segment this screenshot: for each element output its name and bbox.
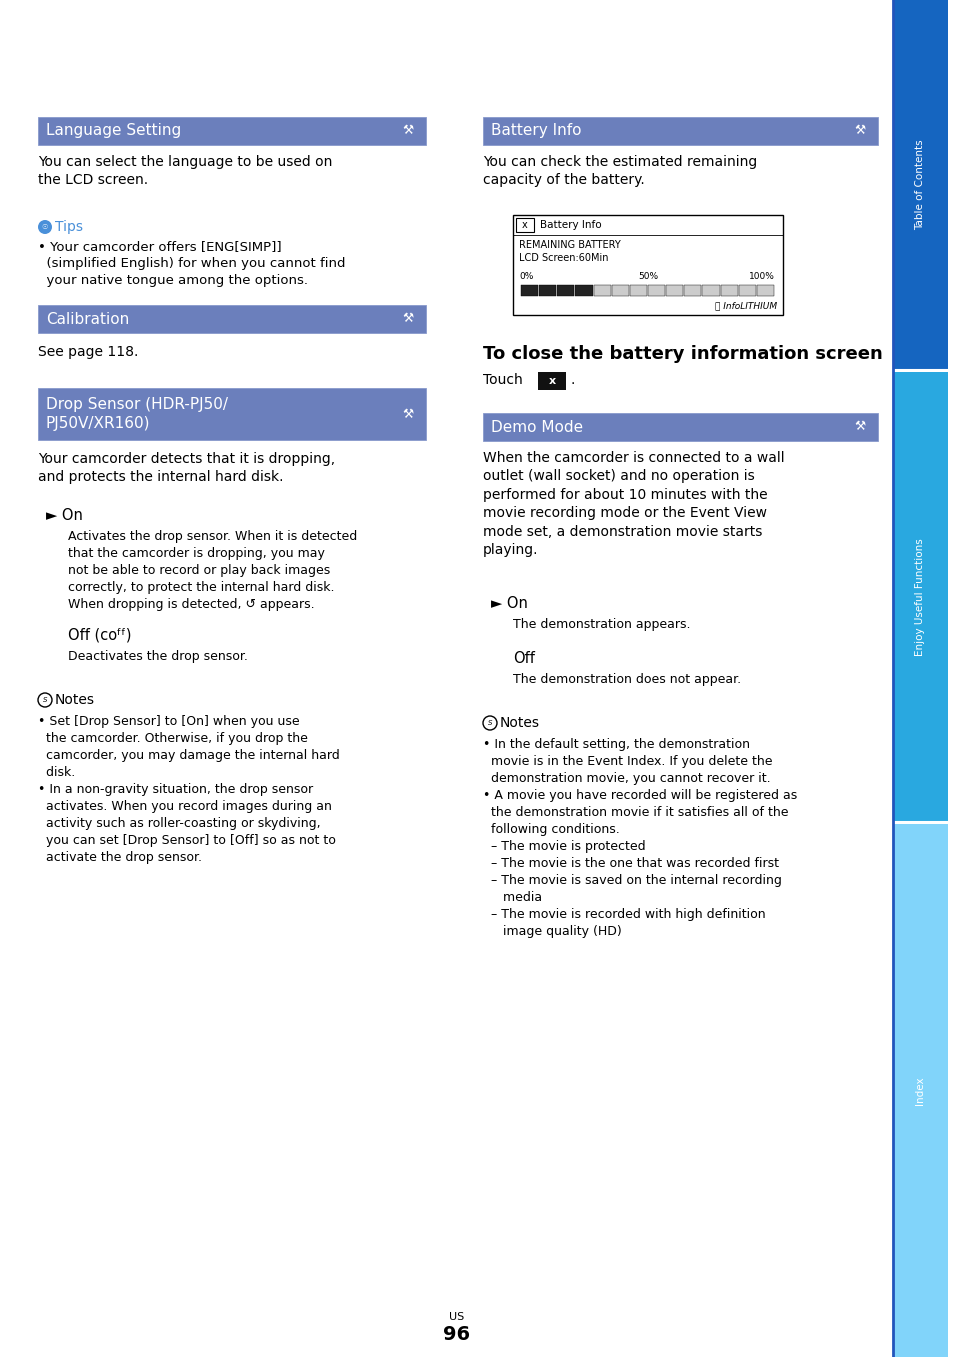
Bar — [647, 285, 664, 296]
Bar — [516, 218, 534, 232]
Text: • In the default setting, the demonstration
  movie is in the Event Index. If yo: • In the default setting, the demonstrat… — [482, 738, 797, 938]
Text: You can select the language to be used on
the LCD screen.: You can select the language to be used o… — [38, 155, 332, 187]
Bar — [520, 285, 537, 296]
Bar — [738, 285, 755, 296]
Text: To close the battery information screen: To close the battery information screen — [482, 345, 882, 364]
Text: The demonstration appears.: The demonstration appears. — [513, 617, 690, 631]
Bar — [701, 285, 719, 296]
Text: ► On: ► On — [491, 596, 527, 611]
Text: Off: Off — [513, 651, 535, 666]
Circle shape — [38, 220, 52, 233]
Text: The demonstration does not appear.: The demonstration does not appear. — [513, 673, 740, 687]
Bar — [629, 285, 646, 296]
Text: Battery Info: Battery Info — [539, 220, 601, 229]
Text: ⚒: ⚒ — [402, 125, 414, 137]
Text: ⚒: ⚒ — [854, 421, 864, 433]
Text: 50%: 50% — [638, 271, 658, 281]
Text: Activates the drop sensor. When it is detected
that the camcorder is dropping, y: Activates the drop sensor. When it is de… — [68, 531, 356, 611]
Text: Tips: Tips — [55, 220, 83, 233]
Bar — [683, 285, 700, 296]
Text: See page 118.: See page 118. — [38, 345, 138, 360]
Text: Calibration: Calibration — [46, 312, 129, 327]
Text: ⚒: ⚒ — [854, 125, 864, 137]
Bar — [38, 388, 426, 440]
Bar — [575, 285, 592, 296]
Text: When the camcorder is connected to a wall
outlet (wall socket) and no operation : When the camcorder is connected to a wal… — [482, 451, 783, 556]
Text: US: US — [449, 1312, 464, 1322]
Text: • Set [Drop Sensor] to [On] when you use
  the camcorder. Otherwise, if you drop: • Set [Drop Sensor] to [On] when you use… — [38, 715, 339, 864]
Bar — [593, 285, 610, 296]
Text: LCD Screen:60Min: LCD Screen:60Min — [518, 252, 608, 263]
Bar — [38, 305, 426, 332]
Bar — [892, 372, 947, 822]
Bar — [611, 285, 628, 296]
Text: Touch: Touch — [482, 373, 527, 387]
Bar — [720, 285, 737, 296]
Text: Demo Mode: Demo Mode — [491, 419, 582, 434]
Text: Table of Contents: Table of Contents — [915, 140, 924, 231]
Bar — [538, 285, 556, 296]
Text: S: S — [43, 697, 48, 703]
Text: ► On: ► On — [46, 508, 83, 522]
Text: 0%: 0% — [518, 271, 533, 281]
Text: Off (ᴄᴏᶠᶠ): Off (ᴄᴏᶠᶠ) — [68, 628, 132, 643]
Bar — [482, 117, 877, 145]
Bar — [756, 285, 773, 296]
Bar — [557, 285, 574, 296]
Text: ☉: ☉ — [42, 224, 48, 229]
Bar — [537, 372, 565, 389]
Text: .: . — [571, 373, 575, 387]
Bar — [892, 824, 947, 1357]
Text: REMAINING BATTERY: REMAINING BATTERY — [518, 240, 620, 250]
Text: x: x — [548, 376, 555, 385]
Bar — [482, 413, 877, 441]
Text: 100%: 100% — [748, 271, 774, 281]
Text: Drop Sensor (HDR-PJ50/
PJ50V/XR160): Drop Sensor (HDR-PJ50/ PJ50V/XR160) — [46, 398, 228, 430]
Text: ⚒: ⚒ — [402, 312, 414, 326]
Text: Notes: Notes — [55, 693, 95, 707]
Text: ⚒: ⚒ — [402, 407, 414, 421]
Text: Your camcorder detects that it is dropping,
and protects the internal hard disk.: Your camcorder detects that it is droppi… — [38, 452, 335, 484]
Bar — [665, 285, 682, 296]
Bar — [892, 0, 947, 370]
Text: You can check the estimated remaining
capacity of the battery.: You can check the estimated remaining ca… — [482, 155, 757, 187]
Text: Deactivates the drop sensor.: Deactivates the drop sensor. — [68, 650, 248, 664]
Text: 96: 96 — [443, 1326, 470, 1345]
Text: Language Setting: Language Setting — [46, 123, 181, 138]
Bar — [38, 117, 426, 145]
Text: Notes: Notes — [499, 716, 539, 730]
Text: S: S — [487, 721, 492, 726]
Bar — [513, 214, 782, 315]
Text: • Your camcorder offers [ENG[SIMP]]
  (simplified English) for when you cannot f: • Your camcorder offers [ENG[SIMP]] (sim… — [38, 240, 345, 286]
Text: x: x — [521, 220, 527, 229]
Text: Index: Index — [915, 1076, 924, 1105]
Text: Battery Info: Battery Info — [491, 123, 581, 138]
Text: ⓘ InfoLITHIUM: ⓘ InfoLITHIUM — [714, 301, 776, 309]
Text: Enjoy Useful Functions: Enjoy Useful Functions — [915, 539, 924, 655]
